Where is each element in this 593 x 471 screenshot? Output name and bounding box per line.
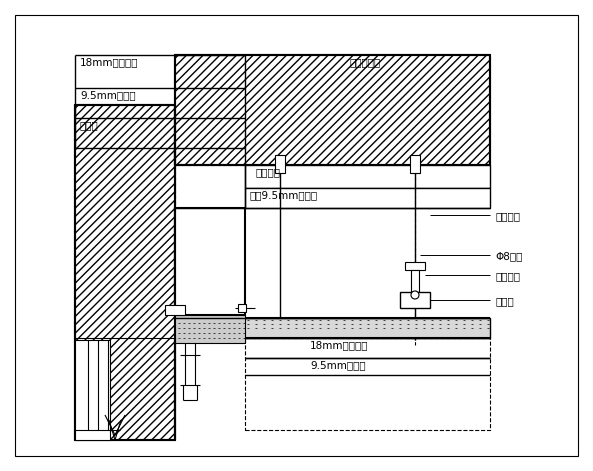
Text: Φ8吸笻: Φ8吸笻 [495,251,522,261]
Bar [175,315,245,343]
Bar [175,208,245,315]
Bar [75,340,110,440]
Text: 建筑结构层: 建筑结构层 [350,57,381,67]
Text: 龙骨吸件: 龙骨吸件 [495,271,520,281]
Circle shape [411,291,419,299]
Bar [175,55,490,165]
Bar [75,105,175,440]
Bar [411,270,419,292]
Text: 18mm外木工板: 18mm外木工板 [310,340,368,350]
Text: 9.5mm石膏板: 9.5mm石膏板 [80,90,136,100]
Bar [165,305,185,315]
Text: 9.5mm石膏板: 9.5mm石膏板 [310,360,366,370]
Bar [245,338,490,430]
Bar [275,155,285,173]
Bar [400,292,430,308]
Text: 轻钉龙骨: 轻钉龙骨 [255,167,280,177]
Bar [405,262,425,270]
Text: 18mm外木工板: 18mm外木工板 [80,57,139,67]
Bar [245,165,490,188]
Bar [238,304,246,312]
Bar [175,318,490,338]
Bar [245,188,490,208]
Text: 双卸9.5mm石膏板: 双卸9.5mm石膏板 [250,190,318,200]
Text: 主龙骨: 主龙骨 [495,296,514,306]
Bar [410,155,420,173]
Text: 木龙骨: 木龙骨 [80,120,99,130]
Text: 专用吸笻: 专用吸笻 [495,211,520,221]
